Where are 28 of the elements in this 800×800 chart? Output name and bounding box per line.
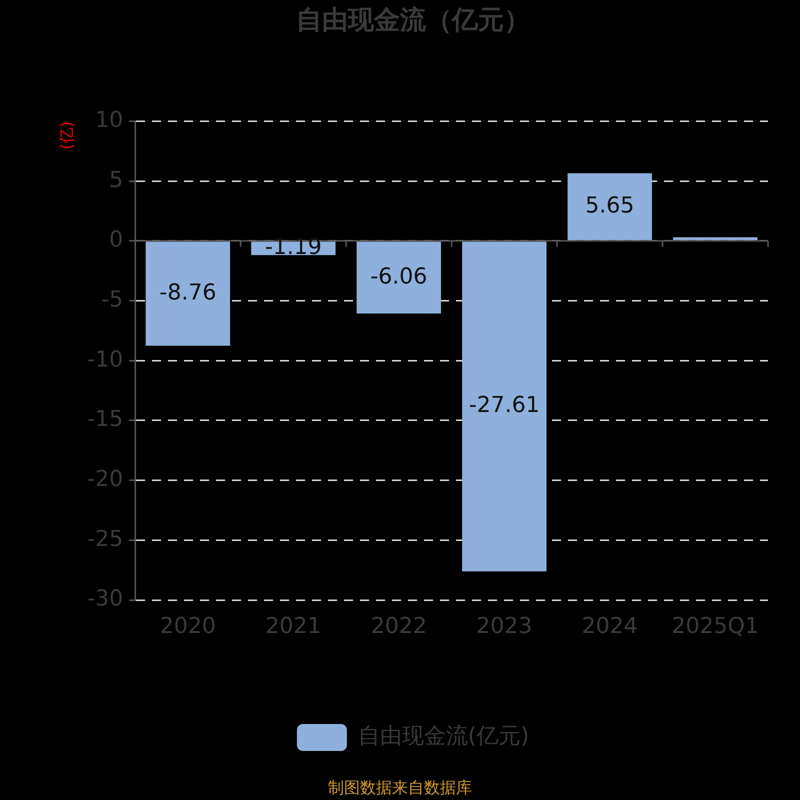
bar <box>462 242 546 572</box>
x-tick-label: 2023 <box>476 614 532 639</box>
y-tick-label: -10 <box>87 347 124 372</box>
y-tick-label: -5 <box>101 287 124 312</box>
data-label: 5.65 <box>585 193 634 218</box>
data-label: -8.76 <box>159 280 216 306</box>
legend-label: 自由现金流(亿元) <box>358 724 530 750</box>
x-tick-label: 2025Q1 <box>672 614 759 639</box>
y-tick-label: -15 <box>87 407 124 432</box>
y-tick-label: -30 <box>87 586 124 612</box>
x-tick-label: 2022 <box>370 614 427 639</box>
data-label: -1.19 <box>264 235 322 260</box>
x-tick-label: 2024 <box>582 614 638 639</box>
y-tick-label: -20 <box>87 467 124 492</box>
x-tick-label: 2020 <box>160 614 216 639</box>
y-tick-label: 5 <box>109 168 124 193</box>
y-tick-label: 0 <box>109 228 124 253</box>
y-tick-label: -25 <box>87 526 124 552</box>
chart-title: 自由现金流（亿元） <box>296 5 530 36</box>
x-tick-label: 2021 <box>265 614 322 639</box>
text: 制图数据来自数据库 <box>328 778 472 798</box>
data-label: -27.61 <box>468 393 540 418</box>
bar <box>356 242 442 314</box>
bar <box>146 242 230 346</box>
y-axis-title: (亿) <box>56 121 76 150</box>
bar <box>568 173 652 240</box>
y-tick-label: 10 <box>95 108 124 133</box>
data-label: -6.06 <box>370 264 428 290</box>
